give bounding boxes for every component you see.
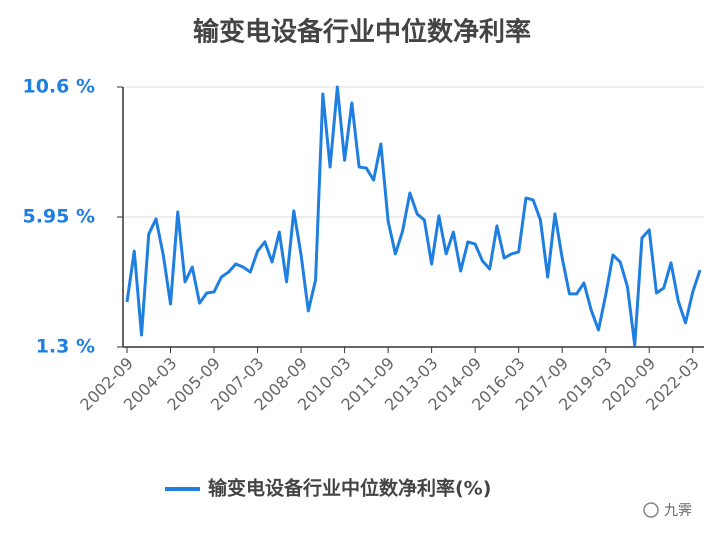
y-tick-label: 1.3 % [36, 336, 95, 358]
watermark-icon [643, 502, 659, 518]
line-series [125, 85, 702, 347]
chart-title: 输变电设备行业中位数净利率 [193, 17, 531, 48]
y-tick-label: 5.95 % [22, 206, 95, 228]
y-tick-label: 10.6 % [22, 76, 95, 98]
watermark: 九霁 [643, 502, 692, 519]
watermark-text: 九霁 [664, 503, 692, 519]
legend-label: 输变电设备行业中位数净利率(%) [208, 477, 491, 500]
